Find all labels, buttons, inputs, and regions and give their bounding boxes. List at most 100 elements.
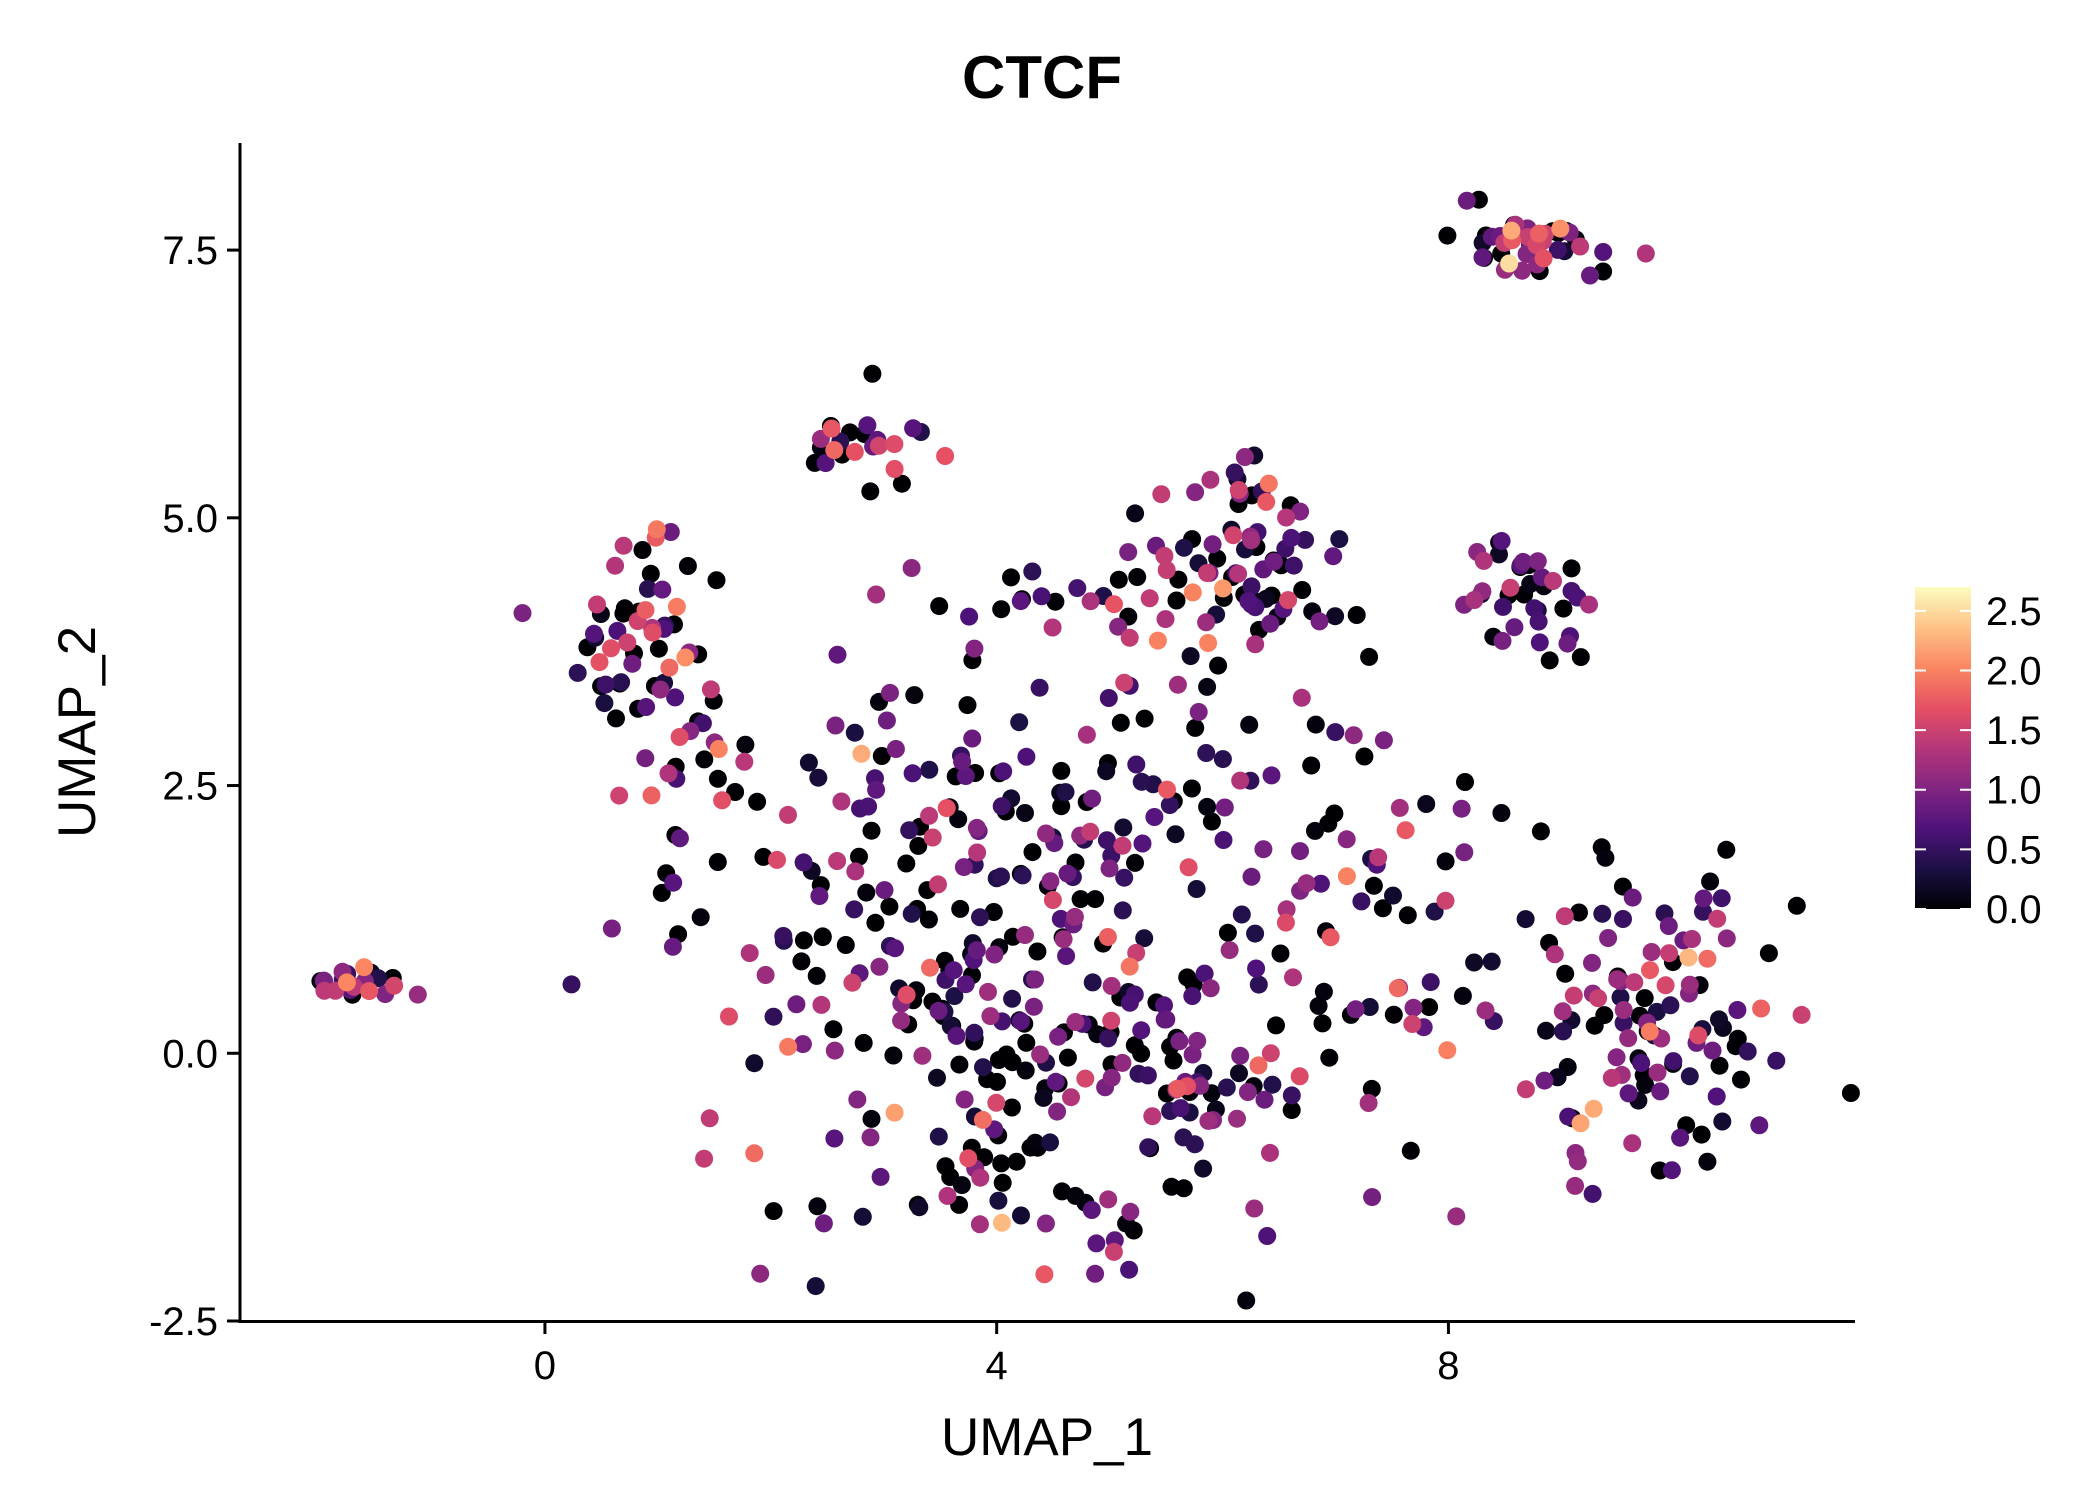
data-point bbox=[799, 753, 818, 772]
data-point bbox=[1113, 836, 1132, 855]
data-point bbox=[1473, 248, 1492, 267]
data-point bbox=[1224, 526, 1243, 545]
data-point bbox=[1293, 581, 1312, 599]
data-point bbox=[1276, 913, 1295, 932]
data-point bbox=[1282, 528, 1301, 547]
data-point bbox=[1554, 599, 1573, 618]
data-point bbox=[1066, 1186, 1085, 1205]
data-point bbox=[1043, 891, 1062, 909]
data-point bbox=[612, 673, 631, 692]
data-point bbox=[1710, 1056, 1729, 1075]
data-point bbox=[1030, 678, 1049, 697]
data-point bbox=[1492, 804, 1511, 822]
y-axis-ticks: -2.5 0.0 2.5 5.0 7.5 bbox=[149, 229, 240, 1344]
data-point bbox=[1493, 631, 1512, 650]
data-point bbox=[1662, 1161, 1681, 1180]
data-point bbox=[1292, 688, 1311, 707]
data-point bbox=[979, 982, 997, 1001]
data-point bbox=[1120, 628, 1139, 647]
data-point bbox=[1554, 1022, 1573, 1041]
data-point bbox=[1119, 543, 1138, 562]
data-point bbox=[1171, 1099, 1190, 1118]
data-point bbox=[1183, 987, 1202, 1005]
data-point bbox=[607, 709, 625, 728]
data-point bbox=[872, 747, 891, 765]
data-point bbox=[904, 419, 923, 438]
data-point bbox=[1752, 999, 1771, 1018]
data-point bbox=[709, 740, 728, 758]
data-point bbox=[1017, 1033, 1036, 1052]
data-point bbox=[1121, 1202, 1140, 1221]
data-point bbox=[985, 945, 1004, 964]
data-point bbox=[955, 1090, 974, 1109]
data-point bbox=[1529, 612, 1548, 631]
data-point bbox=[1540, 651, 1559, 670]
data-point bbox=[1155, 996, 1173, 1015]
data-point bbox=[649, 639, 668, 658]
data-point bbox=[1132, 1021, 1151, 1040]
data-point bbox=[1636, 1075, 1655, 1094]
data-point bbox=[984, 903, 1003, 921]
data-point bbox=[1593, 904, 1612, 923]
data-point bbox=[968, 843, 987, 862]
colorbar-tick-label: 2.5 bbox=[1986, 590, 2042, 634]
data-point bbox=[641, 564, 660, 583]
data-point bbox=[1195, 964, 1214, 983]
data-point bbox=[708, 853, 727, 871]
data-point bbox=[1707, 1087, 1726, 1106]
data-point bbox=[1417, 795, 1436, 813]
data-point bbox=[1238, 1083, 1257, 1101]
data-point bbox=[1456, 773, 1474, 791]
data-point bbox=[1344, 726, 1363, 745]
data-point bbox=[1642, 943, 1661, 961]
data-point bbox=[881, 683, 899, 702]
data-point bbox=[814, 1214, 833, 1233]
data-point bbox=[713, 791, 732, 810]
data-point bbox=[678, 557, 697, 575]
data-point bbox=[1492, 532, 1511, 550]
data-point bbox=[1680, 1067, 1699, 1086]
data-point bbox=[1589, 989, 1608, 1008]
data-point bbox=[1036, 1214, 1055, 1233]
data-point bbox=[923, 828, 942, 847]
data-point bbox=[1640, 1022, 1659, 1041]
data-point bbox=[707, 571, 726, 590]
data-point bbox=[1528, 552, 1547, 571]
data-point bbox=[1120, 993, 1139, 1012]
data-point bbox=[1447, 1207, 1466, 1226]
data-point bbox=[1182, 779, 1201, 798]
data-point bbox=[1026, 970, 1044, 989]
data-point bbox=[913, 1046, 932, 1065]
data-point bbox=[1246, 635, 1265, 654]
data-point bbox=[1194, 1159, 1213, 1178]
data-point bbox=[1249, 1056, 1268, 1075]
data-point bbox=[981, 1007, 1000, 1026]
colorbar-gradient bbox=[1915, 587, 1971, 909]
data-point bbox=[1347, 606, 1366, 624]
data-point bbox=[1183, 583, 1202, 602]
data-point bbox=[973, 1110, 992, 1129]
data-point bbox=[1214, 831, 1233, 849]
data-point bbox=[945, 987, 964, 1006]
data-point bbox=[1031, 1045, 1050, 1064]
data-point bbox=[1438, 226, 1457, 245]
data-point bbox=[1452, 799, 1471, 818]
data-point bbox=[1209, 656, 1228, 675]
data-point bbox=[1623, 1134, 1642, 1153]
data-point bbox=[1239, 592, 1258, 610]
data-point bbox=[1175, 538, 1193, 557]
data-point bbox=[910, 1198, 929, 1217]
data-point bbox=[897, 854, 916, 873]
data-point bbox=[1135, 709, 1154, 728]
data-point bbox=[670, 728, 689, 746]
data-point bbox=[1302, 756, 1321, 775]
data-point bbox=[1215, 798, 1234, 817]
x-axis-ticks: 0 4 8 bbox=[534, 1321, 1460, 1388]
data-point bbox=[1291, 842, 1309, 861]
data-point bbox=[1126, 504, 1145, 523]
data-point bbox=[700, 1109, 719, 1128]
data-point bbox=[919, 910, 938, 929]
data-point bbox=[667, 597, 686, 616]
data-point bbox=[1661, 996, 1680, 1015]
data-point bbox=[1297, 874, 1316, 893]
